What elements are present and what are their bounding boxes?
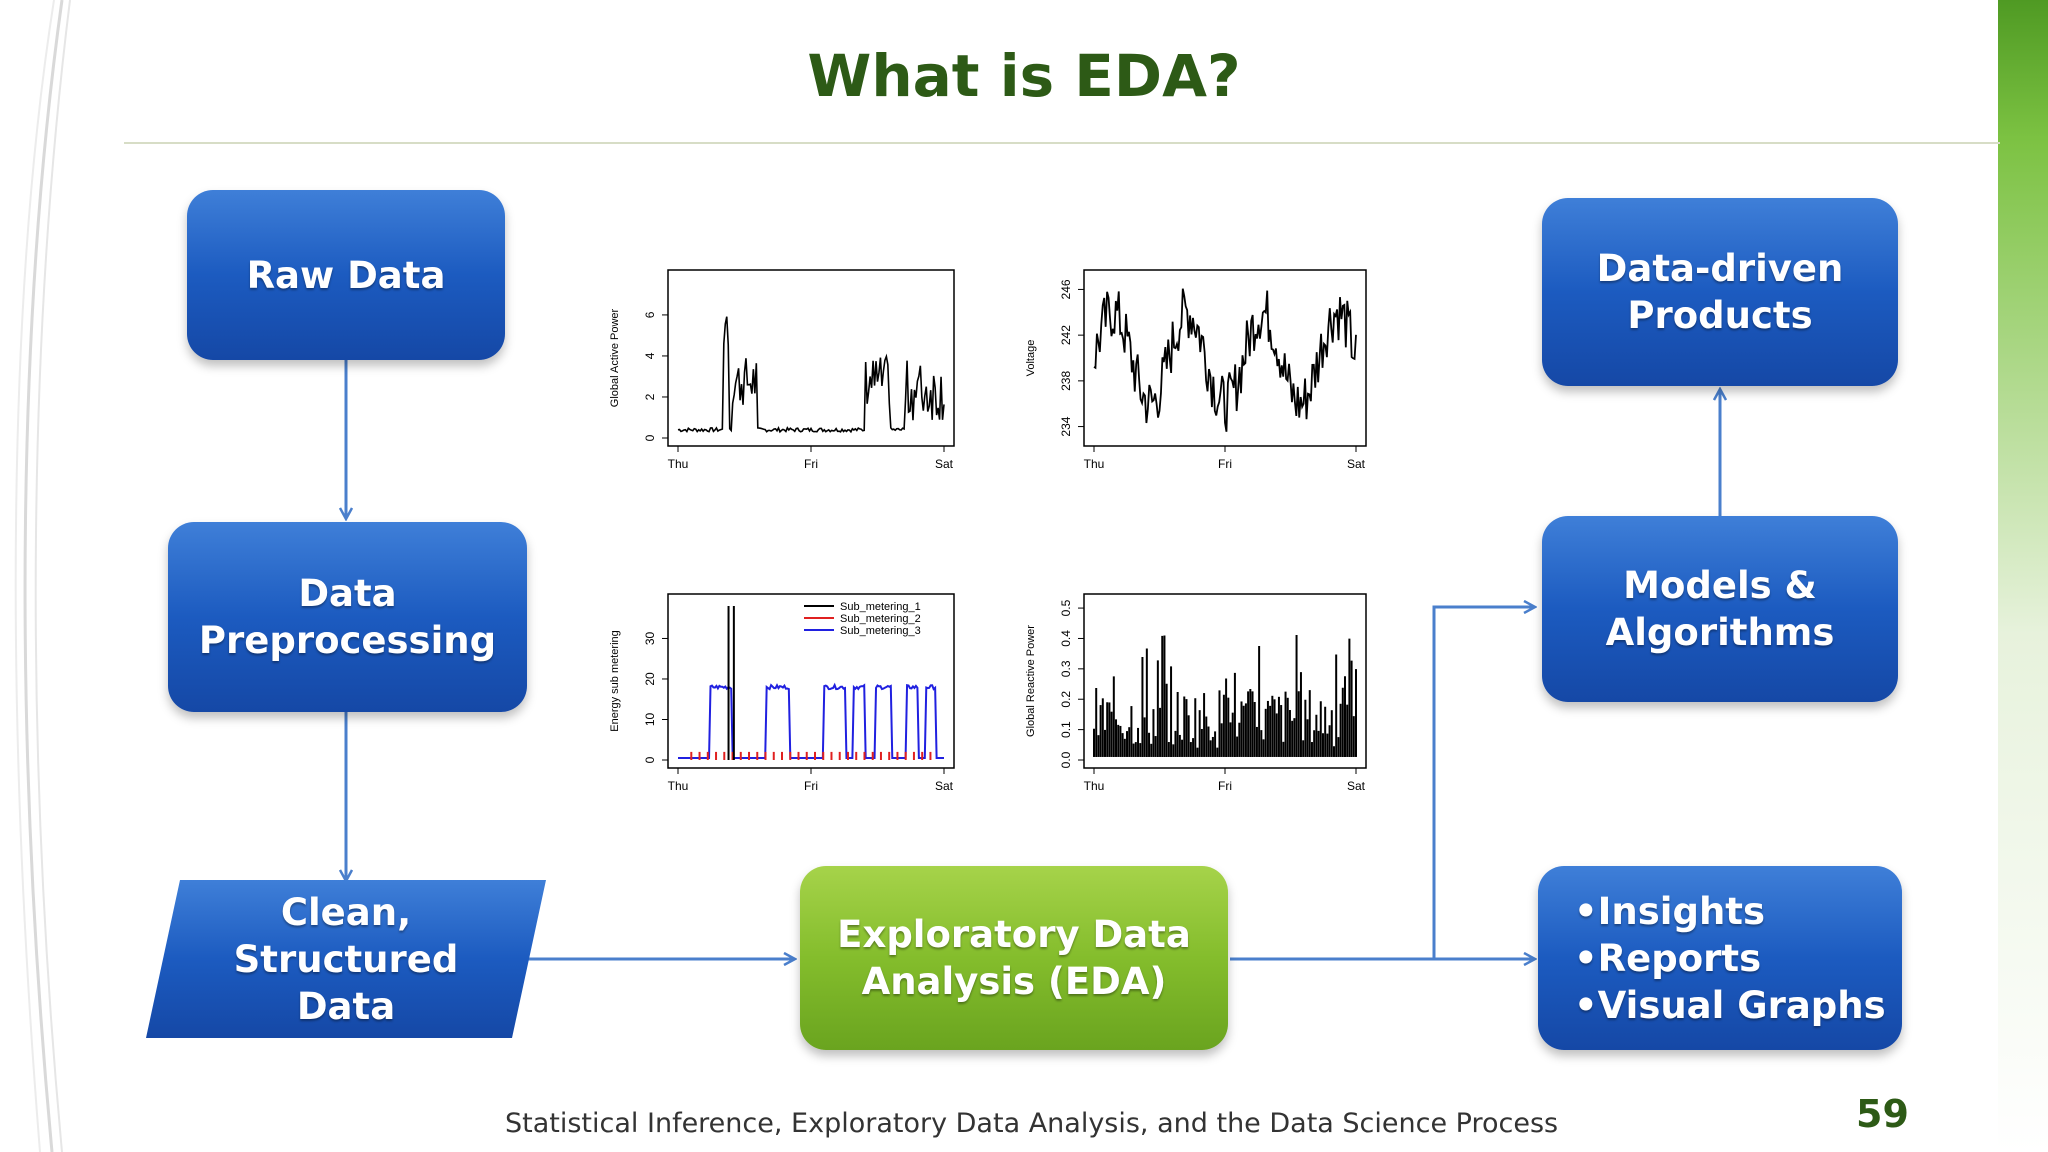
plot3-x-tick-label: Fri	[804, 779, 818, 793]
output-item-reports: •Reports	[1574, 936, 1762, 980]
preprocessing-label-line1: Data	[298, 572, 397, 615]
plot2-y-axis-label: Voltage	[1025, 340, 1037, 377]
plot2-y-tick-label: 238	[1059, 371, 1073, 391]
eda-label-line1: Exploratory Data	[837, 913, 1191, 956]
output-item-visual-graphs: •Visual Graphs	[1574, 983, 1886, 1027]
preprocessing-label-line2: Preprocessing	[198, 619, 497, 662]
plot4-x-tick-label: Thu	[1084, 779, 1105, 793]
plot2-x-tick-label: Fri	[1218, 457, 1232, 471]
plot1-y-axis-label: Global Active Power	[609, 308, 621, 407]
plot1-x-tick-label: Sat	[935, 457, 954, 471]
plot3-x-tick-label: Thu	[668, 779, 689, 793]
plot4-x-tick-label: Fri	[1218, 779, 1232, 793]
models-label-line1: Models &	[1623, 564, 1817, 607]
models-box: Models & Algorithms	[1542, 516, 1898, 702]
plot2-series-line	[1093, 288, 1357, 432]
plot3-legend-label: Sub_metering_2	[840, 613, 921, 625]
plot1-frame	[667, 269, 955, 447]
title-divider	[124, 142, 2000, 144]
plot2-y-tick-label: 242	[1059, 325, 1073, 345]
plot1-x-tick-label: Thu	[668, 457, 689, 471]
plot3-y-tick-label: 10	[643, 712, 657, 726]
page-number: 59	[1856, 1092, 1909, 1136]
products-label-line2: Products	[1627, 294, 1813, 337]
eda-label-line2: Analysis (EDA)	[861, 960, 1167, 1003]
products-label-line1: Data-driven	[1596, 247, 1844, 290]
plot1-y-tick-label: 4	[643, 352, 657, 359]
plot1-y-tick-label: 6	[643, 311, 657, 318]
clean-data-shape: Clean, Structured Data	[146, 880, 546, 1038]
plot1-y-tick-label: 0	[643, 434, 657, 441]
plot3-y-tick-label: 0	[643, 756, 657, 763]
plot2-x-tick-label: Sat	[1347, 457, 1366, 471]
raw-data-box: Raw Data	[187, 190, 505, 360]
plot2-y-tick-label: 246	[1059, 279, 1073, 299]
preprocessing-box: Data Preprocessing	[168, 522, 527, 712]
models-label-line2: Algorithms	[1605, 611, 1835, 654]
right-accent-bar	[1998, 0, 2048, 1152]
output-item-insights: •Insights	[1574, 889, 1765, 933]
plot4-x-tick-label: Sat	[1347, 779, 1366, 793]
clean-label-line3: Data	[296, 984, 396, 1028]
plot4-y-tick-label: 0.1	[1059, 721, 1073, 738]
plot4-y-tick-label: 0.2	[1059, 691, 1073, 708]
footer-text: Statistical Inference, Exploratory Data …	[505, 1108, 1559, 1139]
raw-data-label: Raw Data	[246, 253, 446, 297]
slide-title: What is EDA?	[807, 42, 1241, 110]
plot4-y-tick-label: 0.5	[1059, 599, 1073, 616]
plot2-x-tick-label: Thu	[1084, 457, 1105, 471]
plot3-y-tick-label: 30	[643, 631, 657, 645]
plot3-legend-label: Sub_metering_1	[840, 601, 921, 613]
plot4-y-tick-label: 0.0	[1059, 751, 1073, 768]
arrow-eda-to-models	[1432, 607, 1534, 959]
plot4-y-tick-label: 0.3	[1059, 660, 1073, 677]
plot3-y-axis-label: Energy sub metering	[609, 630, 621, 732]
plot3-y-tick-label: 20	[643, 672, 657, 686]
plot1-y-tick-label: 2	[643, 393, 657, 400]
plot3-series-sub-metering-3	[678, 682, 944, 759]
plot1-series-line	[677, 316, 945, 434]
plot3-legend-label: Sub_metering_3	[840, 625, 921, 637]
plot4-y-axis-label: Global Reactive Power	[1025, 625, 1037, 737]
plot3-x-tick-label: Sat	[935, 779, 954, 793]
clean-label-line2: Structured	[233, 937, 459, 981]
eda-box: Exploratory Data Analysis (EDA)	[800, 866, 1228, 1050]
plot1-x-tick-label: Fri	[804, 457, 818, 471]
products-box: Data-driven Products	[1542, 198, 1898, 386]
plot4-y-tick-label: 0.4	[1059, 630, 1073, 647]
outputs-box: •Insights •Reports •Visual Graphs	[1538, 866, 1902, 1050]
plot2-y-tick-label: 234	[1059, 416, 1073, 436]
left-swoosh-decoration	[14, 0, 71, 1152]
clean-label-line1: Clean,	[280, 890, 412, 934]
